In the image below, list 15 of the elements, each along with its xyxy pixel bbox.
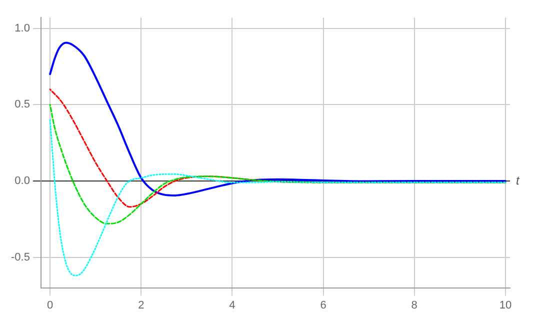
y-tick-label: -0.5	[10, 251, 30, 264]
line-series	[49, 42, 506, 196]
y-tick-label: 0.0	[14, 174, 30, 187]
x-tick-label: 10	[499, 299, 512, 312]
x-tick-label: 4	[229, 299, 236, 312]
line-series	[49, 88, 506, 208]
x-tick-label: 2	[138, 299, 144, 312]
x-tick-label: 6	[320, 299, 326, 312]
line-series	[49, 119, 506, 276]
y-tick-label: 1.0	[14, 22, 30, 34]
y-tick-label: 0.5	[14, 98, 30, 111]
x-axis-title: t	[516, 173, 520, 188]
x-tick-label: 8	[411, 299, 418, 312]
line-series	[49, 104, 506, 224]
x-tick-label: 0	[47, 299, 54, 312]
